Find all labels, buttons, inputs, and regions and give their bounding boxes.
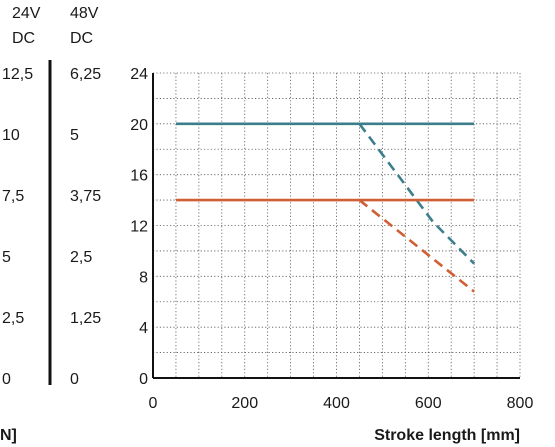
secondary-tick-label: 1,25 (70, 310, 101, 327)
x-tick-label: 200 (231, 395, 258, 412)
secondary-axis-header: DC (70, 30, 93, 47)
y-tick-label: 8 (139, 269, 148, 286)
dashed-series-line (358, 123, 476, 265)
secondary-tick-label: 3,75 (70, 188, 101, 205)
grid (153, 72, 521, 378)
x-tick-label: 400 (323, 395, 350, 412)
x-tick-label: 600 (415, 395, 442, 412)
y-tick-label: 0 (139, 371, 148, 388)
secondary-tick-label: 0 (2, 371, 11, 388)
y-tick-label: 24 (130, 66, 148, 83)
secondary-axis-header: 48V (70, 5, 99, 22)
secondary-axis-header: 24V (12, 5, 41, 22)
y-tick-label: 20 (130, 117, 148, 134)
secondary-axis-header: DC (12, 30, 35, 47)
axes (48, 60, 520, 385)
x-axis-label: Stroke length [mm] (374, 427, 520, 444)
y-tick-label: 4 (139, 320, 148, 337)
x-tick-label: 0 (149, 395, 158, 412)
y-tick-label: 12 (130, 219, 148, 236)
y-axis-label-fragment: N] (0, 427, 17, 444)
secondary-tick-label: 2,5 (2, 310, 24, 327)
secondary-tick-label: 6,25 (70, 66, 101, 83)
secondary-tick-label: 10 (2, 127, 20, 144)
secondary-tick-label: 5 (2, 249, 11, 266)
y-tick-label: 16 (130, 168, 148, 185)
secondary-tick-label: 5 (70, 127, 79, 144)
x-tick-label: 800 (507, 395, 534, 412)
secondary-tick-label: 12,5 (2, 66, 33, 83)
secondary-tick-label: 0 (70, 371, 79, 388)
series-lines (175, 122, 476, 293)
dashed-series-line (358, 199, 475, 293)
secondary-tick-label: 7,5 (2, 188, 24, 205)
tick-labels: 0 200 400 600 800 0 4 8 12 16 20 24 24V DC 12,5 10 7,5 5 2… (2, 5, 533, 412)
secondary-tick-label: 2,5 (70, 249, 92, 266)
